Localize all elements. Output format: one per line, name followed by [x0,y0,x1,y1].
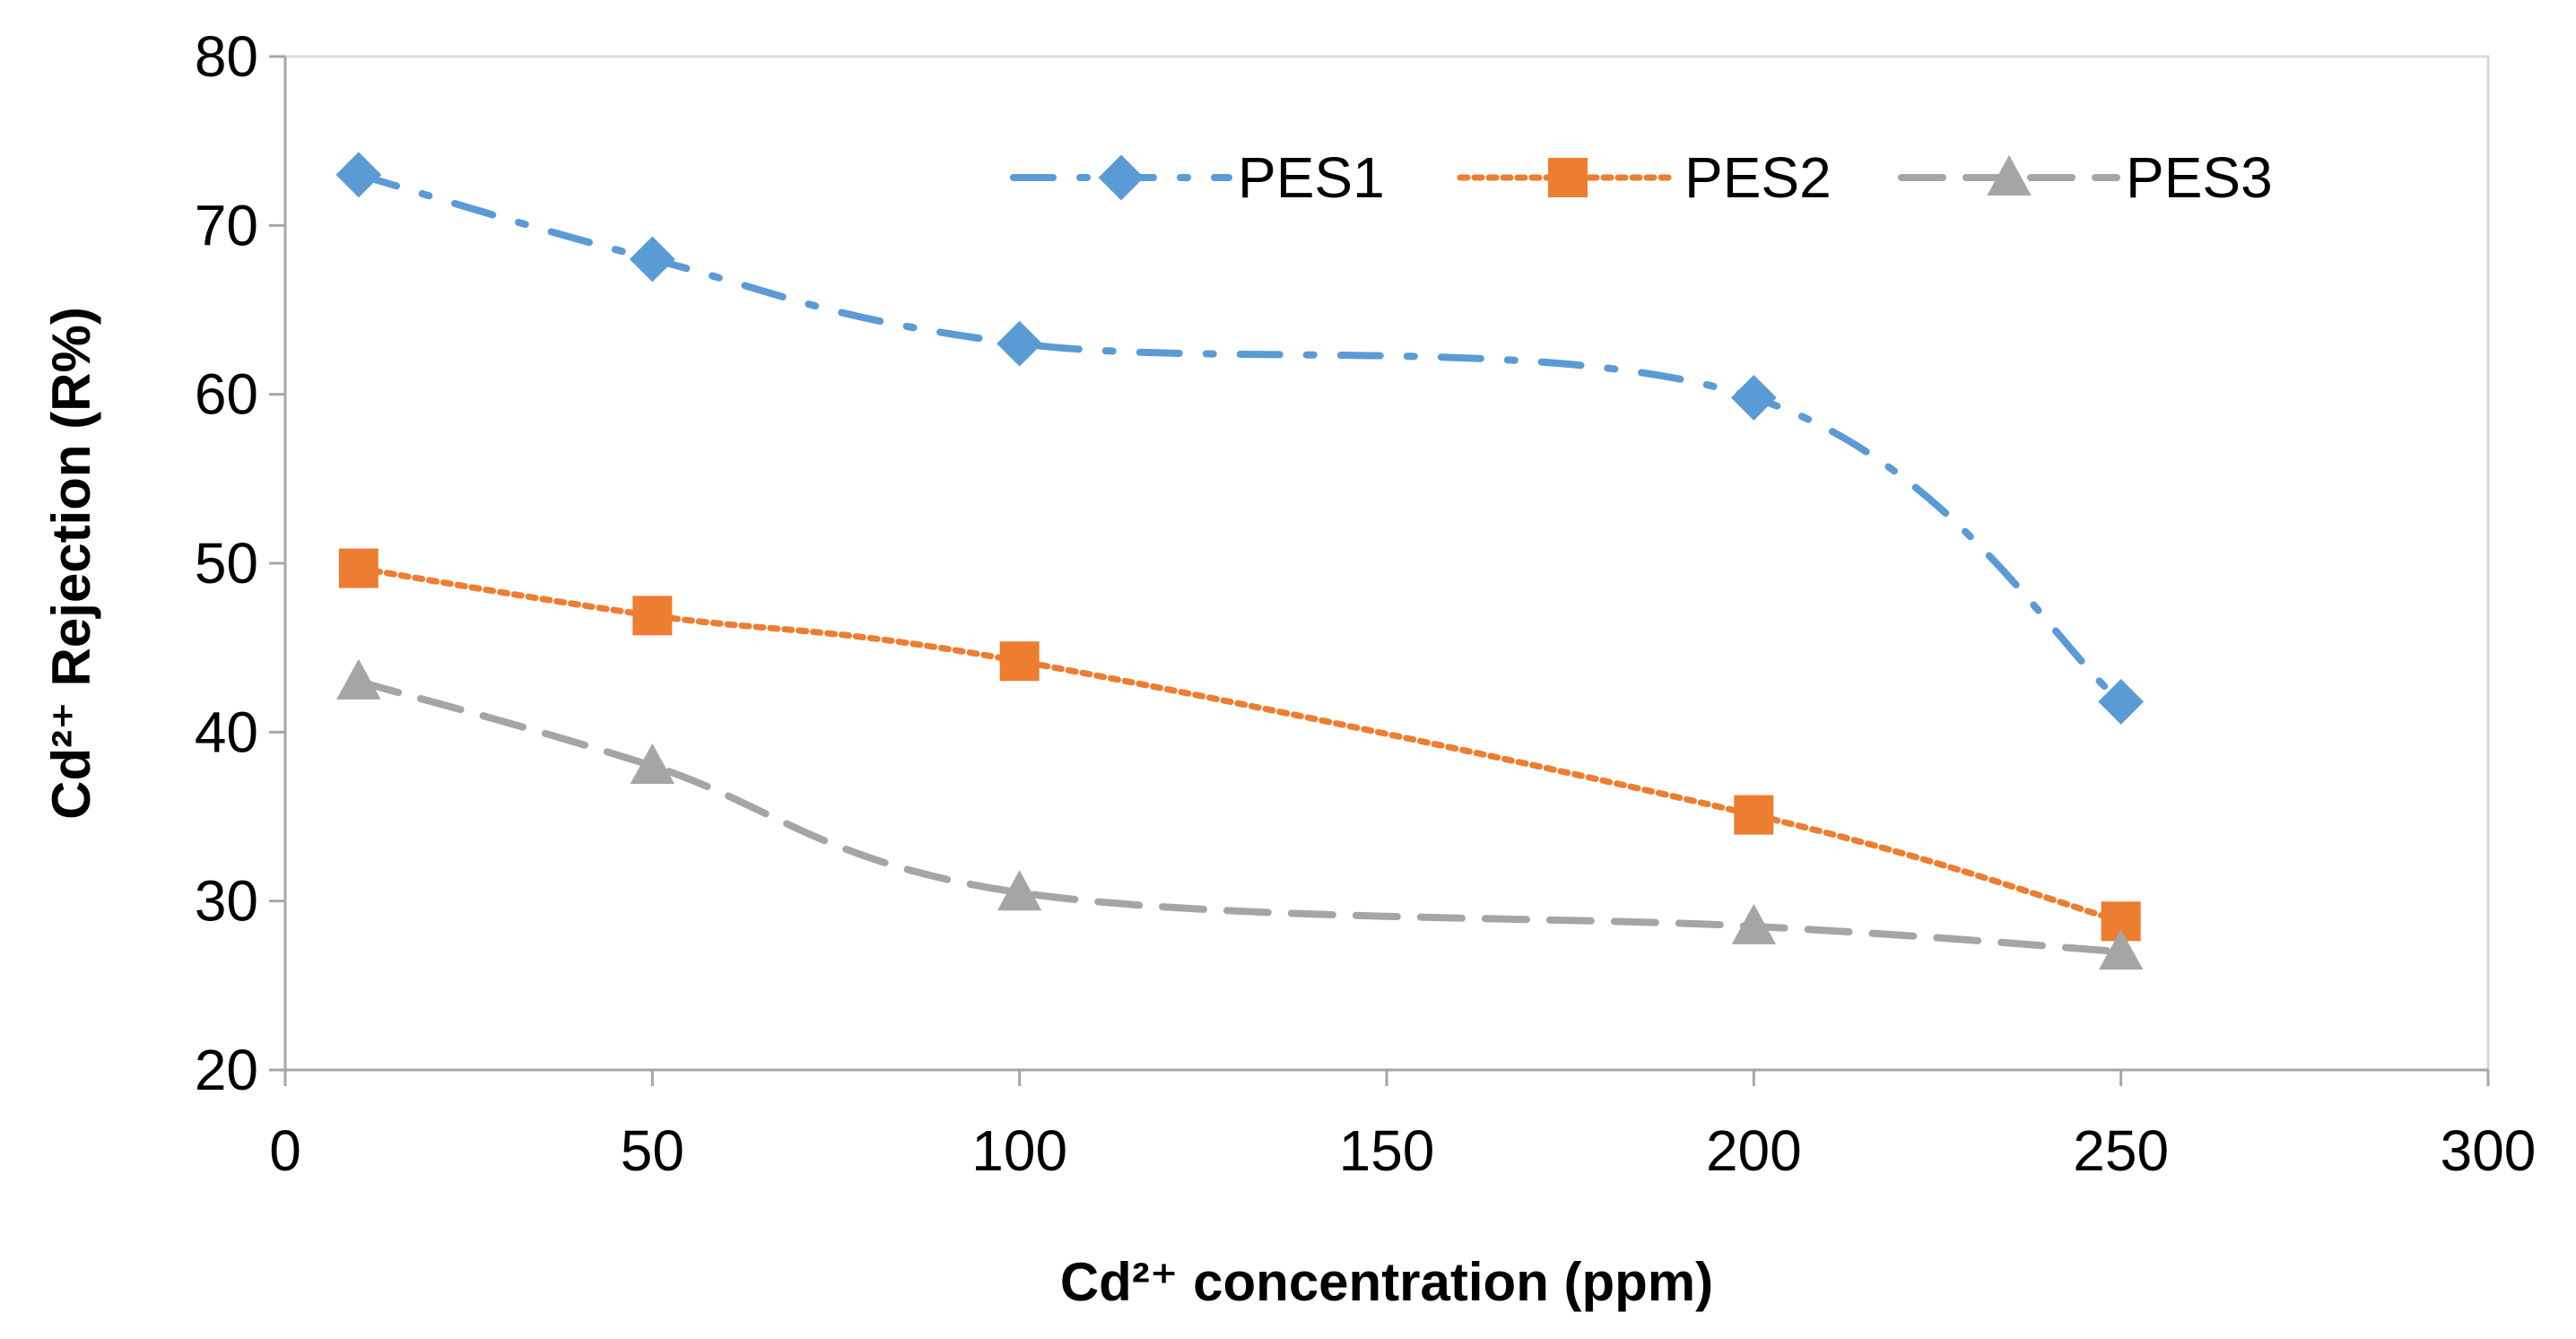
x-tick-label: 250 [2073,1118,2169,1183]
series-group [335,152,2145,970]
x-tick-label: 150 [1339,1118,1435,1183]
series-line-pes3 [354,677,2125,956]
y-tick-label: 80 [195,24,258,89]
legend-item-pes1: PES1 [1010,145,1385,210]
series-pes2 [338,548,2141,942]
legend: PES1 PES2 PES3 [1010,145,2273,210]
legend-label-pes3: PES3 [2126,145,2273,210]
y-axis-title: Cd²⁺ Rejection (R%) [41,307,101,820]
data-point-pes1-3 [1730,375,1777,421]
plot-area [283,55,2490,1072]
y-tick-label: 20 [195,1038,258,1102]
y-tick-label: 70 [195,193,258,257]
series-pes1 [335,152,2145,725]
legend-marker-pes3 [1987,154,2032,196]
x-tick-label: 100 [971,1118,1067,1183]
y-tick-label: 40 [195,700,258,764]
series-line-pes2 [355,565,2125,925]
y-tick-label: 60 [195,362,258,427]
y-tick-label: 50 [195,531,258,596]
legend-label-pes2: PES2 [1684,145,1832,210]
data-point-pes1-2 [996,320,1043,367]
legend-item-pes3: PES3 [1898,145,2273,210]
tick-labels: 20 30 40 50 60 70 80 0 50 100 150 200 250 300 [195,24,2537,1183]
data-point-pes2-2 [999,641,1040,682]
data-point-pes3-4 [2098,929,2144,970]
data-point-pes3-2 [996,870,1042,911]
data-point-pes1-4 [2098,679,2145,725]
legend-marker-pes2 [1548,158,1588,197]
x-tick-label: 50 [621,1118,684,1183]
x-axis-title: Cd²⁺ concentration (ppm) [1060,1252,1713,1312]
data-point-pes2-0 [338,548,379,588]
x-tick-label: 300 [2441,1118,2537,1183]
series-line-pes1 [354,170,2125,706]
x-tick-label: 0 [269,1118,301,1183]
y-tick-label: 30 [195,869,258,934]
data-point-pes3-1 [630,743,675,784]
data-point-pes1-1 [629,236,675,283]
legend-label-pes1: PES1 [1238,145,1385,210]
x-tick-label: 200 [1706,1118,1802,1183]
data-point-pes3-0 [336,658,381,700]
series-pes3 [336,658,2144,970]
data-point-pes1-0 [335,152,382,198]
legend-marker-pes1 [1098,154,1144,201]
axes [269,55,2490,1086]
data-point-pes2-1 [632,596,673,636]
data-point-pes3-3 [1731,903,1777,944]
data-point-pes2-3 [1734,795,1774,835]
legend-item-pes2: PES2 [1457,145,1832,210]
